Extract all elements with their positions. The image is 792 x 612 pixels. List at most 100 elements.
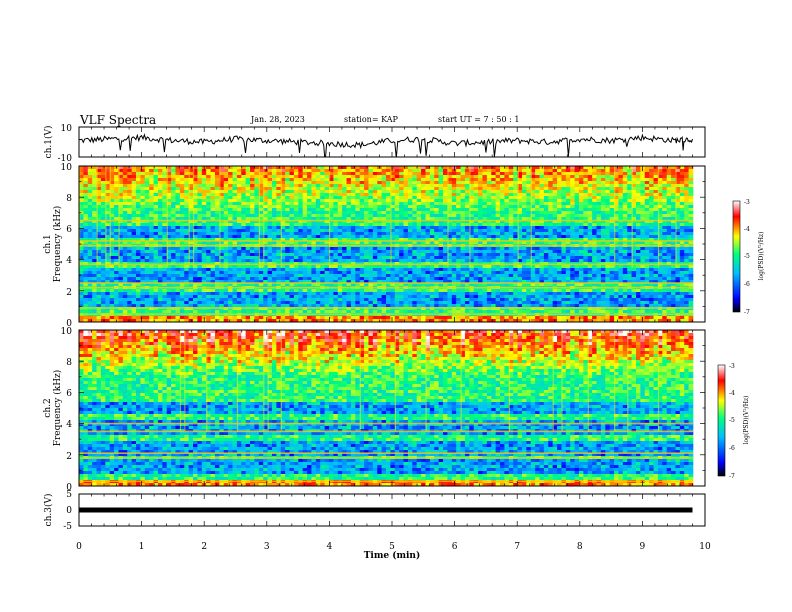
spectrogram-cell — [482, 196, 488, 200]
spectrogram-cell — [136, 268, 141, 272]
spectrogram-cell — [79, 175, 84, 179]
spectrogram-cell — [136, 256, 141, 260]
spectrogram-cell — [500, 193, 505, 197]
spectrogram-cell — [539, 220, 545, 224]
spectrogram-cell — [263, 199, 268, 203]
spectrogram-cell — [526, 253, 532, 257]
spectrogram-cell — [609, 259, 615, 263]
spectrogram-cell — [508, 208, 514, 212]
spectrogram-cell — [618, 208, 624, 212]
spectrogram-cell — [311, 184, 317, 188]
spectrogram-cell — [210, 193, 216, 197]
spectrogram-cell — [100, 235, 106, 239]
spectrogram-cell — [592, 214, 597, 218]
spectrogram-cell — [587, 268, 593, 272]
spectrogram-cell — [153, 265, 159, 269]
spectrogram-cell — [438, 250, 444, 254]
spectrogram-cell — [188, 169, 194, 173]
spectrogram-cell — [631, 235, 637, 239]
spectrogram-cell — [372, 217, 378, 221]
spectrogram-cell — [649, 229, 654, 233]
spectrogram-cell — [210, 184, 216, 188]
spectrogram-cell — [429, 247, 435, 251]
spectrogram-cell — [438, 241, 444, 245]
spectrogram-cell — [495, 169, 501, 173]
spectrogram-cell — [372, 247, 378, 251]
spectrogram-cell — [539, 184, 545, 188]
spectrogram-cell — [500, 238, 505, 242]
spectrogram-cell — [386, 241, 391, 245]
spectrogram-cell — [302, 223, 308, 227]
spectrogram-cell — [653, 235, 659, 239]
spectrogram-cell — [285, 208, 290, 212]
spectrogram-cell — [526, 184, 532, 188]
spectrogram-cell — [460, 196, 466, 200]
spectrogram-cell — [416, 259, 422, 263]
spectrogram-cell — [609, 250, 615, 254]
spectrogram-cell — [521, 199, 527, 203]
spectrogram-cell — [684, 223, 689, 227]
spectrogram-cell — [486, 214, 492, 218]
spectrogram-cell — [223, 235, 229, 239]
spectrogram-cell — [543, 175, 549, 179]
spectrogram-cell — [605, 220, 610, 224]
spectrogram-cell — [298, 172, 303, 176]
spectrogram-cell — [443, 211, 448, 215]
spectrogram-cell — [530, 208, 536, 212]
spectrogram-cell — [504, 202, 510, 206]
spectrogram-cell — [250, 196, 255, 200]
spectrogram-cell — [140, 199, 146, 203]
spectrogram-cell — [473, 235, 479, 239]
spectrogram-cell — [464, 205, 470, 209]
spectrogram-cell — [285, 253, 290, 257]
spectrogram-cell — [592, 199, 597, 203]
spectrogram-cell — [526, 250, 532, 254]
spectrogram-cell — [596, 196, 602, 200]
spectrogram-cell — [337, 202, 343, 206]
spectrogram-cell — [592, 229, 597, 233]
spectrogram-cell — [666, 256, 672, 260]
spectrogram-cell — [201, 217, 207, 221]
spectrogram-cell — [456, 184, 461, 188]
spectrogram-cell — [508, 232, 514, 236]
spectrogram-cell — [381, 205, 387, 209]
spectrogram-cell — [508, 169, 514, 173]
spectrogram-cell — [328, 214, 334, 218]
spectrogram-cell — [267, 169, 273, 173]
spectrogram-cell — [250, 223, 255, 227]
spectrogram-cell — [394, 268, 400, 272]
spectrogram-cell — [372, 184, 378, 188]
spectrogram-cell — [469, 226, 475, 230]
spectrogram-cell — [543, 229, 549, 233]
spectrogram-cell — [118, 229, 124, 233]
spectrogram-cell — [614, 202, 619, 206]
spectrogram-cell — [425, 181, 431, 185]
spectrogram-cell — [403, 208, 409, 212]
spectrogram-cell — [298, 178, 303, 182]
spectrogram-cell — [403, 184, 409, 188]
spectrogram-cell — [271, 208, 277, 212]
spectrogram-cell — [478, 205, 483, 209]
spectrogram-cell — [206, 235, 211, 239]
spectrogram-cell — [557, 199, 562, 203]
spectrogram-cell — [394, 256, 400, 260]
spectrogram-cell — [605, 202, 610, 206]
spectrogram-cell — [368, 184, 374, 188]
spectrogram-cell — [399, 220, 404, 224]
spectrogram-cell — [285, 205, 290, 209]
spectrogram-cell — [399, 190, 404, 194]
spectrogram-cell — [109, 238, 115, 242]
spectrogram-cell — [539, 253, 545, 257]
spectrogram-cell — [258, 202, 264, 206]
date-label: Jan. 28, 2023 — [251, 115, 305, 124]
spectrogram-cell — [92, 181, 97, 185]
spectrogram-cell — [679, 187, 685, 191]
spectrogram-cell — [644, 172, 650, 176]
spectrogram-cell — [162, 166, 168, 170]
spectrogram-cell — [223, 259, 229, 263]
spectrogram-cell — [162, 229, 168, 233]
spectrogram-cell — [491, 223, 496, 227]
spectrogram-cell — [500, 181, 505, 185]
spectrogram-cell — [627, 202, 632, 206]
spectrogram-cell — [214, 193, 220, 197]
